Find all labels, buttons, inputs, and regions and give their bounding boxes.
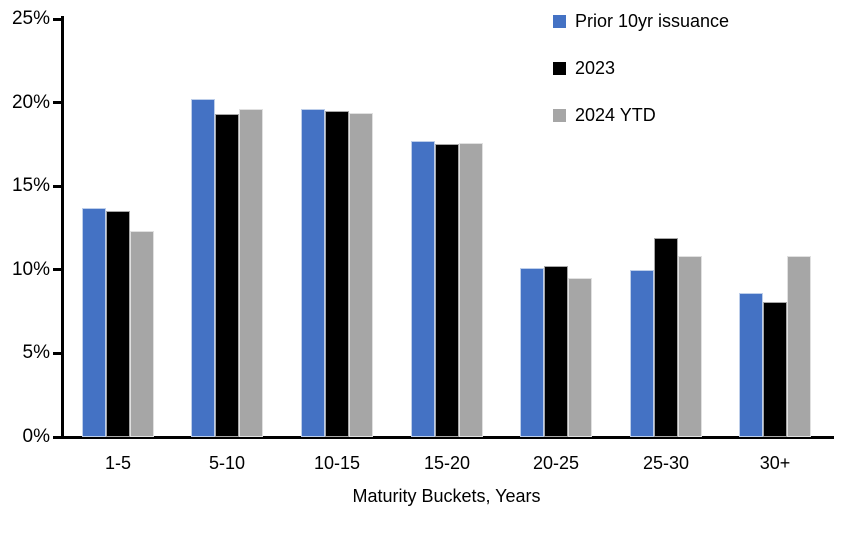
bar-prior-10yr-issuance-10-15 [301, 109, 325, 437]
bar-2024-ytd-20-25 [568, 278, 592, 437]
x-tick-label: 25-30 [642, 453, 690, 473]
bar-2024-ytd-15-20 [459, 143, 483, 437]
x-tick-label: 10-15 [313, 453, 361, 473]
y-tick-label: 15% [11, 175, 50, 197]
bar-2023-1-5 [106, 211, 130, 437]
y-tick-label: 0% [22, 426, 50, 447]
bar-2023-15-20 [435, 144, 459, 437]
legend-swatch-icon [553, 61, 566, 75]
legend-swatch-icon [553, 108, 566, 122]
bar-2024-ytd-5-10 [239, 109, 263, 437]
bar-2023-5-10 [215, 114, 239, 437]
bar-2024-ytd-1-5 [130, 231, 154, 437]
bar-prior-10yr-issuance-5-10 [191, 99, 215, 437]
legend-item-2023: 2023 [553, 56, 615, 80]
bar-2024-ytd-25-30 [678, 256, 702, 437]
y-tick-mark [53, 184, 62, 188]
legend-swatch-icon [553, 14, 566, 28]
y-tick-mark [53, 17, 62, 21]
x-axis-line [61, 436, 834, 439]
legend-label: Prior 10yr issuance [575, 10, 730, 31]
bar-prior-10yr-issuance-25-30 [630, 270, 654, 437]
x-axis-title: Maturity Buckets, Years [352, 486, 541, 506]
bar-2023-25-30 [654, 238, 678, 437]
bar-2023-30- [763, 302, 787, 437]
legend-item-2024-ytd: 2024 YTD [553, 103, 656, 127]
x-tick-label: 20-25 [532, 453, 580, 473]
y-tick-label: 5% [22, 342, 50, 364]
y-tick-label: 25% [11, 8, 50, 29]
y-tick-label: 10% [11, 258, 50, 280]
legend-item-prior-10yr-issuance: Prior 10yr issuance [553, 9, 729, 33]
bar-2023-10-15 [325, 111, 349, 437]
bar-2024-ytd-30- [787, 256, 811, 437]
x-tick-label: 30+ [759, 453, 791, 473]
bar-prior-10yr-issuance-20-25 [520, 268, 544, 437]
y-tick-mark [53, 435, 62, 439]
x-tick-label: 1-5 [104, 453, 131, 473]
legend-label: 2024 YTD [575, 104, 656, 125]
y-tick-mark [53, 351, 62, 355]
x-tick-label: 5-10 [208, 453, 246, 473]
bar-prior-10yr-issuance-15-20 [411, 141, 435, 437]
bar-prior-10yr-issuance-30- [739, 293, 763, 437]
x-tick-label: 15-20 [423, 453, 471, 473]
y-tick-label: 20% [11, 91, 50, 113]
y-axis-line [61, 16, 64, 439]
bar-2023-20-25 [544, 266, 568, 437]
y-tick-mark [53, 101, 62, 105]
legend-label: 2023 [575, 57, 616, 78]
y-tick-mark [53, 268, 62, 272]
bar-prior-10yr-issuance-1-5 [82, 208, 106, 437]
bar-2024-ytd-10-15 [349, 113, 373, 437]
